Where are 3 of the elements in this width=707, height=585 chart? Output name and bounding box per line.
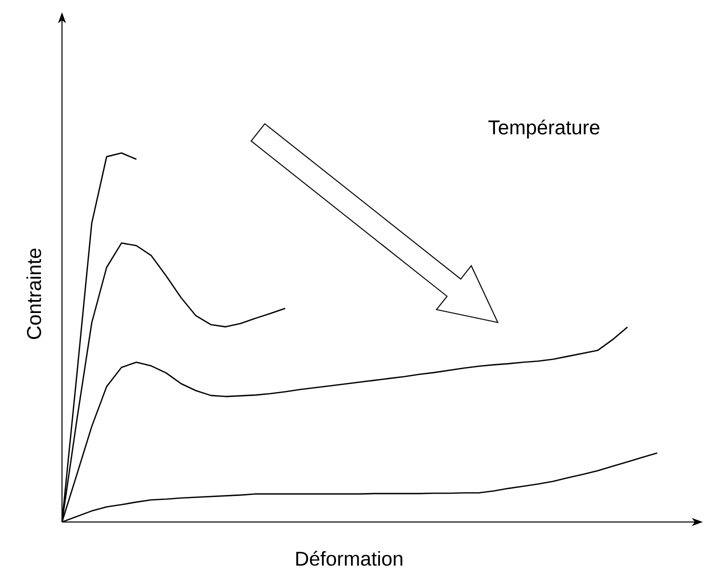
y-axis-title: Contrainte <box>26 248 42 339</box>
x-axis-title: Déformation <box>296 550 402 566</box>
text: Température <box>488 120 600 138</box>
